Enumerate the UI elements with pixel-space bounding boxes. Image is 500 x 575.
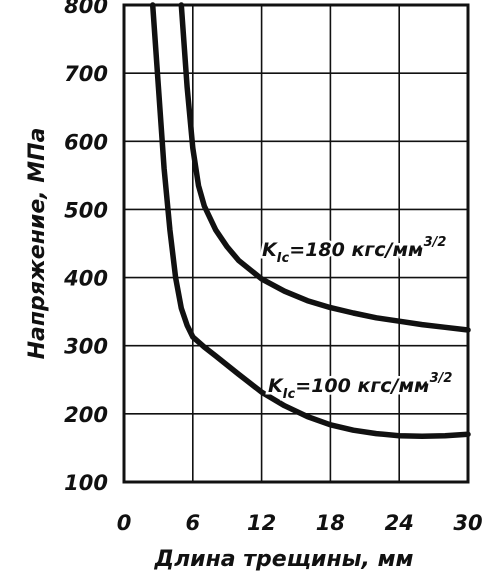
y-tick-label: 700 — [64, 62, 108, 86]
x-tick-label: 12 — [247, 511, 276, 535]
x-tick-label: 0 — [117, 511, 132, 535]
grid — [123, 4, 469, 483]
y-tick-label: 600 — [64, 130, 108, 154]
series-label-prefix: K — [268, 375, 284, 397]
tick-labels: 0 6 12 18 24 30 100 200 300 400 500 600 700 800 — [63, 0, 482, 535]
y-tick-label: 300 — [64, 335, 108, 359]
series-label-power: 3/2 — [430, 371, 453, 386]
series-lines — [149, 2, 471, 440]
plot-frame — [122, 3, 470, 484]
y-tick-label: 800 — [64, 0, 108, 18]
series-label-value: =100 кгс/мм — [295, 375, 429, 397]
x-tick-label: 6 — [185, 511, 200, 535]
series-label-1: KIc=180 кгс/мм3/2 — [262, 235, 446, 266]
series-label-subscript: Ic — [283, 387, 296, 402]
x-tick-label: 18 — [316, 511, 345, 535]
series-line-2 — [149, 2, 471, 440]
y-tick-label: 400 — [63, 267, 108, 291]
series-line-1 — [178, 2, 471, 333]
y-tick-label: 500 — [64, 198, 108, 222]
x-tick-label: 24 — [385, 511, 414, 535]
y-tick-label: 200 — [64, 403, 108, 427]
y-tick-label: 100 — [64, 471, 108, 495]
series-label-2: KIc=100 кгс/мм3/2 — [268, 371, 452, 402]
series-label-prefix: K — [262, 239, 278, 261]
series-label-value: =180 кгс/мм — [289, 239, 423, 261]
y-axis-title: Напряжение, МПа — [25, 128, 50, 360]
x-axis-title: Длина трещины, мм — [153, 547, 413, 572]
series-label-subscript: Ic — [277, 251, 290, 266]
x-tick-label: 30 — [453, 511, 482, 535]
series-label-power: 3/2 — [424, 235, 447, 250]
